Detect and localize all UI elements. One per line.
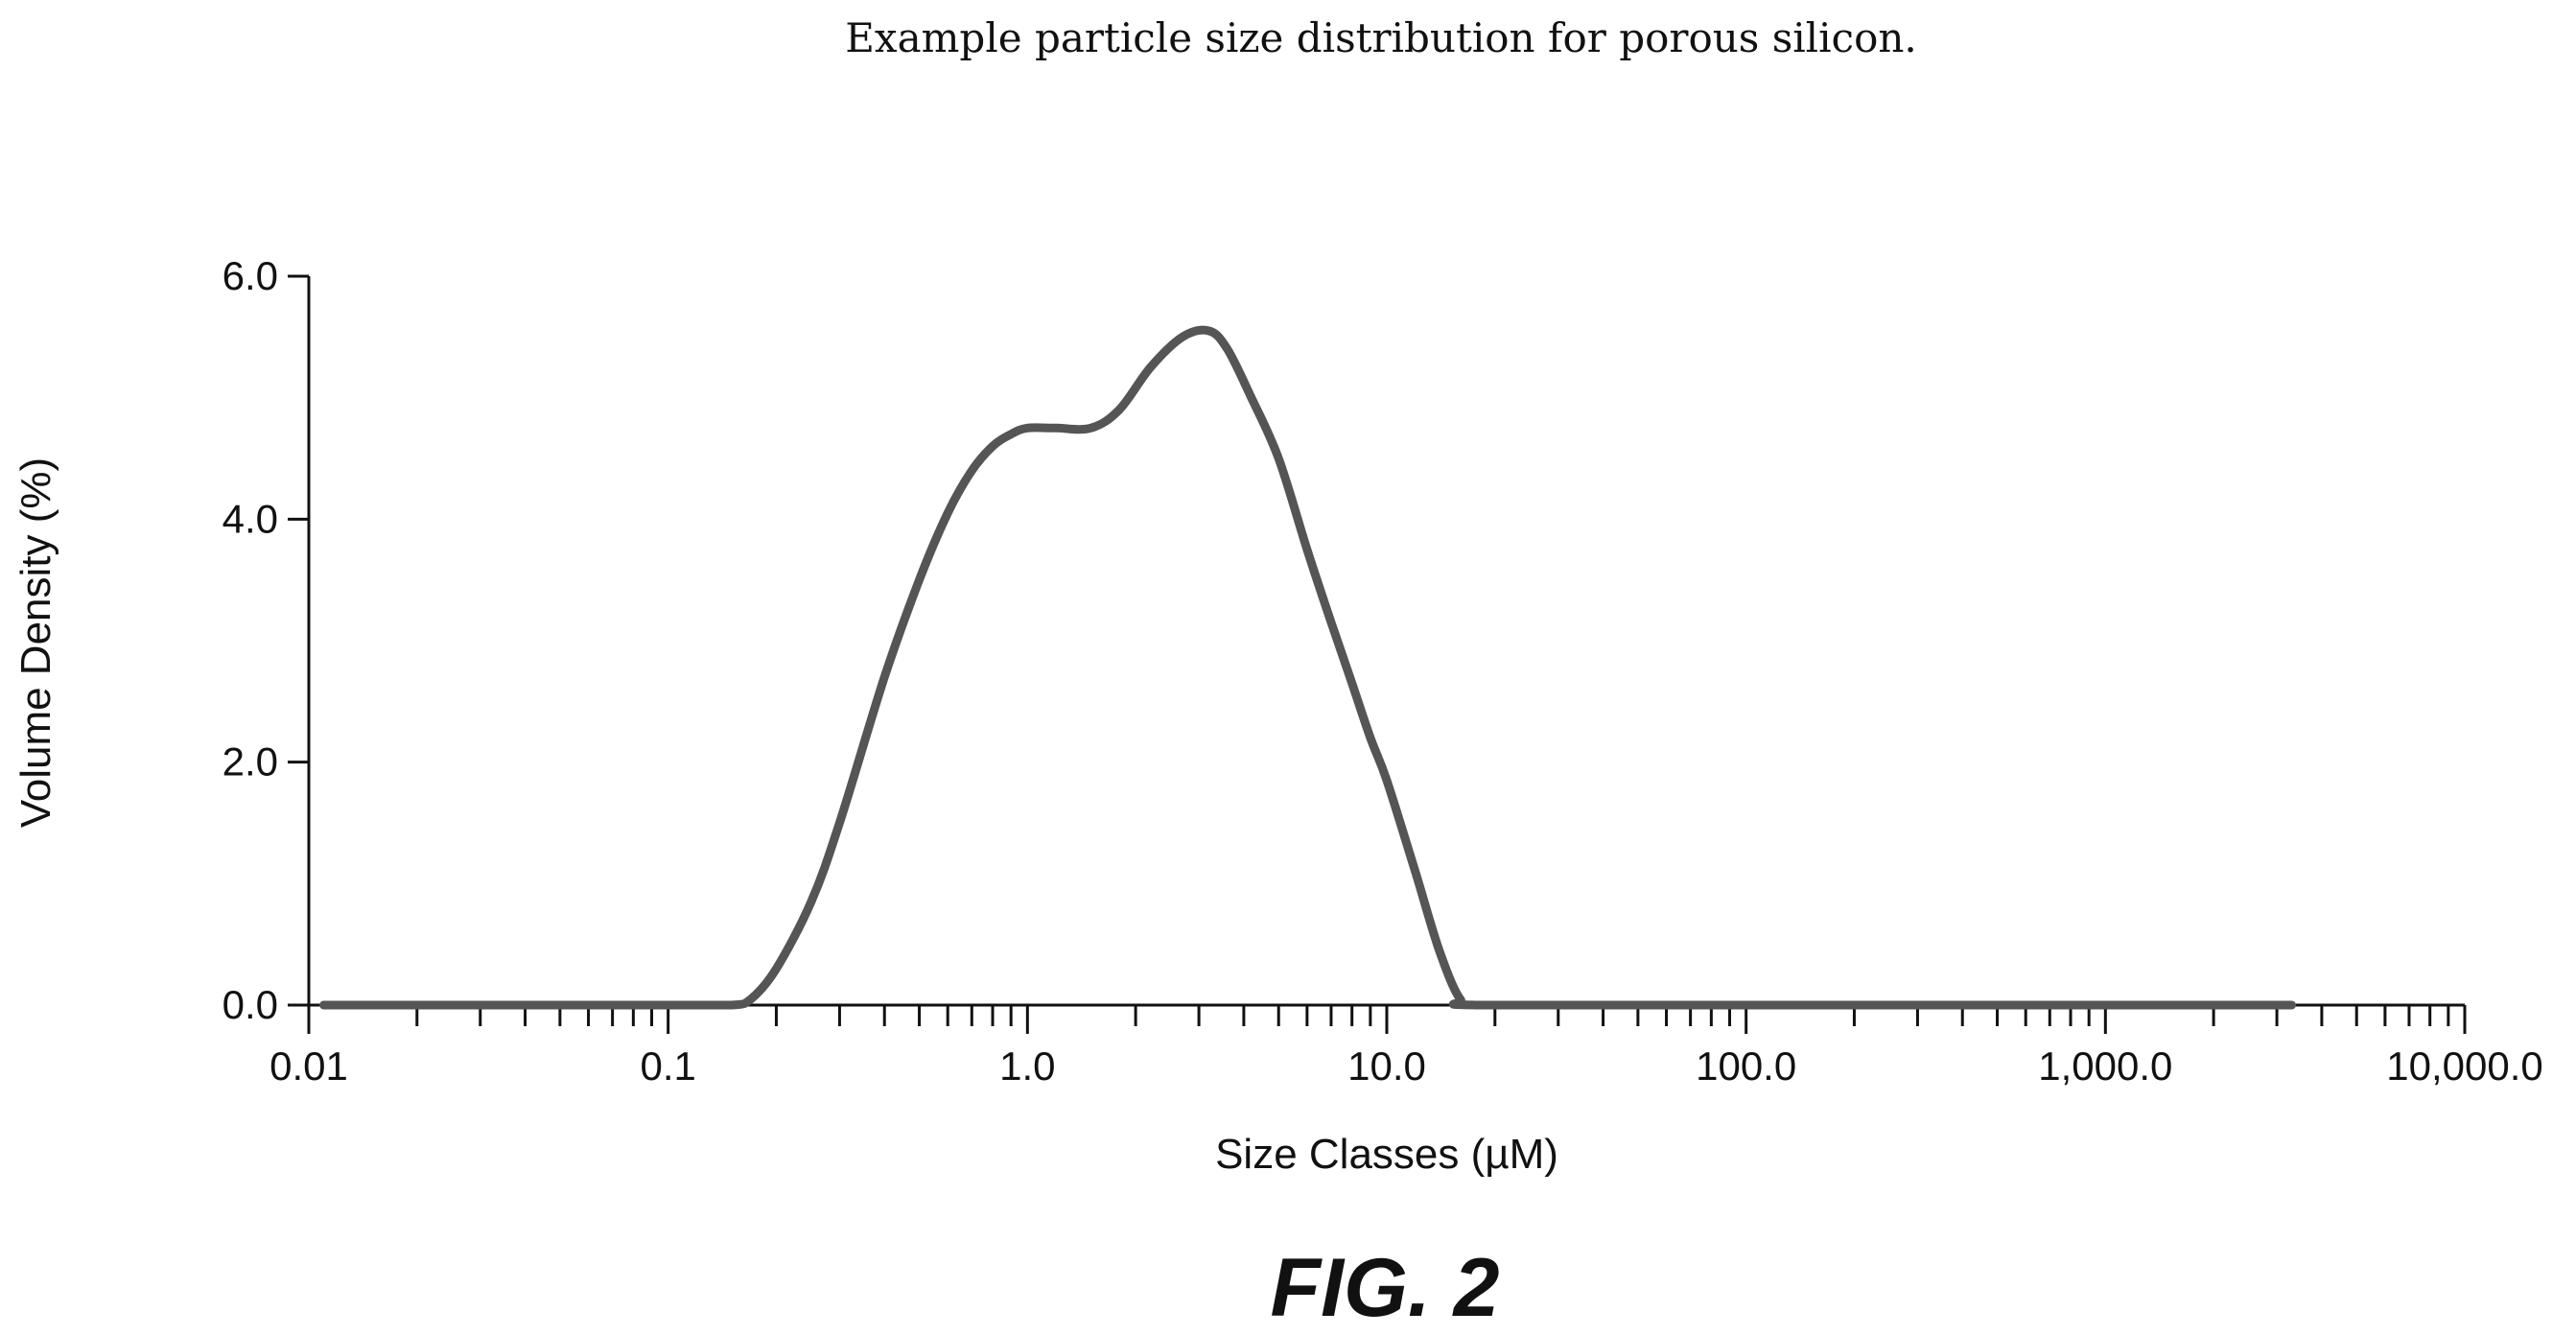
x-axis-label: Size Classes (µM): [1215, 1131, 1558, 1178]
plot-area: [319, 325, 2297, 1010]
x-tick-label: 0.01: [269, 1043, 348, 1089]
y-axis: 0.0 2.0 4.0 6.0: [222, 253, 311, 1027]
x-axis: 0.01 0.1 1.0 10.0 100.0 1,000.0 10,000.0: [269, 1003, 2543, 1089]
y-tick-label: 4.0: [222, 496, 278, 541]
y-tick-label: 6.0: [222, 253, 278, 298]
y-axis-label: Volume Density (%): [12, 457, 59, 828]
series-line: [319, 325, 2297, 1010]
x-tick-label: 1,000.0: [2038, 1043, 2172, 1089]
chart-title: Example particle size distribution for p…: [845, 14, 1917, 61]
figure-label: FIG. 2: [1271, 1242, 1500, 1334]
x-tick-label: 1.0: [999, 1043, 1055, 1089]
y-tick-label: 0.0: [222, 982, 278, 1027]
x-tick-label: 0.1: [640, 1043, 695, 1089]
y-tick-label: 2.0: [222, 739, 278, 785]
x-tick-label: 10,000.0: [2386, 1043, 2543, 1089]
x-tick-label: 10.0: [1347, 1043, 1426, 1089]
x-tick-label: 100.0: [1696, 1043, 1796, 1089]
